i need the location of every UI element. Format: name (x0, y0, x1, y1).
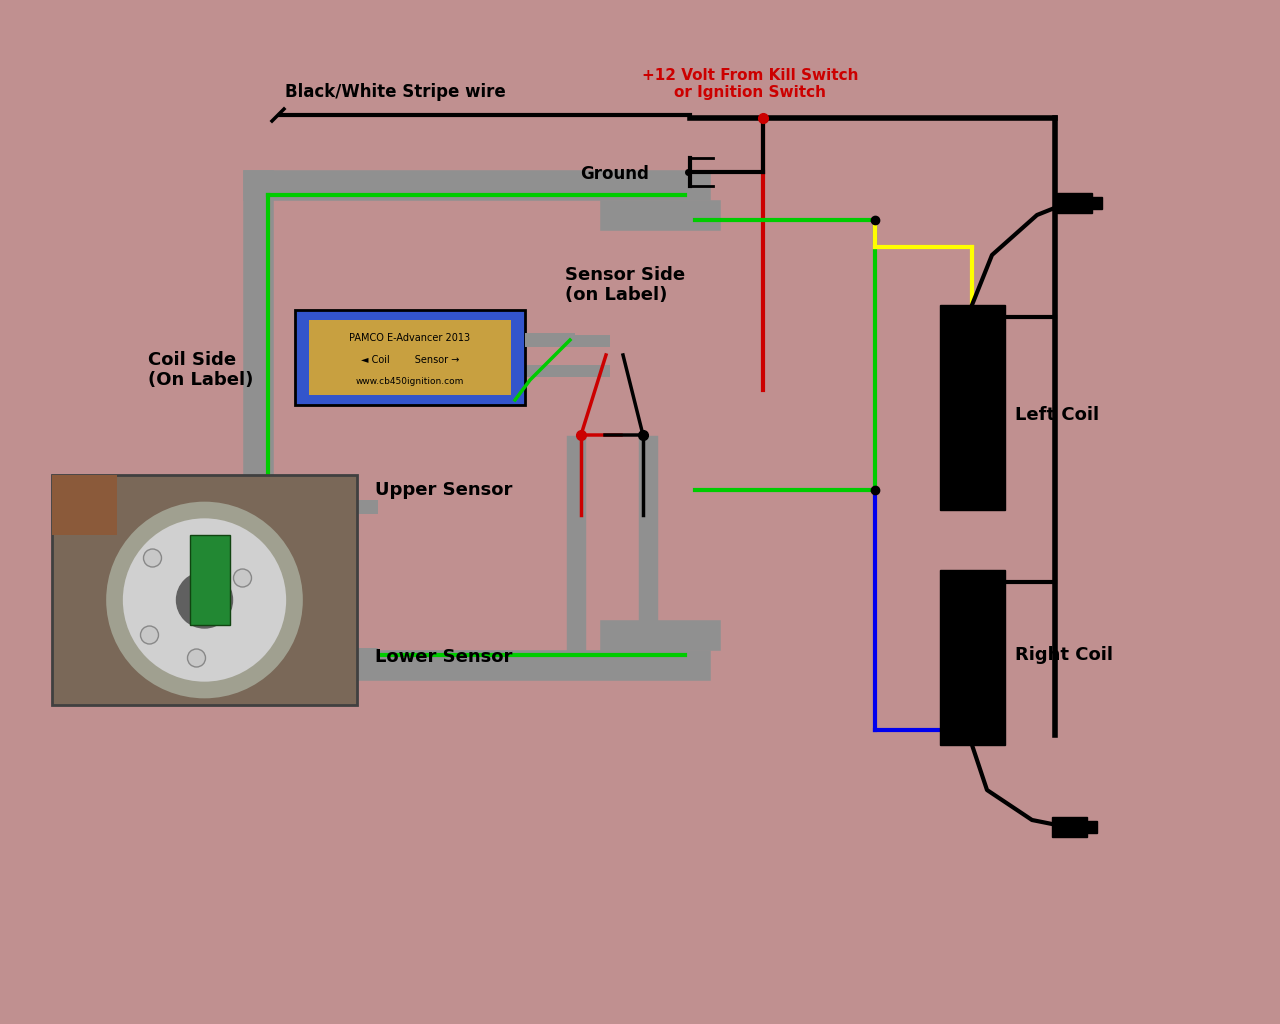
Bar (1091, 197, 1102, 209)
Text: Black/White Stripe wire: Black/White Stripe wire (285, 83, 506, 101)
Text: Upper Sensor: Upper Sensor (375, 481, 512, 499)
Bar (294, 310, 525, 406)
Bar (52, 475, 116, 535)
Circle shape (187, 649, 206, 667)
Bar (1085, 821, 1097, 833)
Text: Sensor Side
(on Label): Sensor Side (on Label) (564, 265, 685, 304)
Circle shape (114, 510, 294, 690)
Bar (308, 319, 511, 395)
Text: ◄ Coil        Sensor →: ◄ Coil Sensor → (361, 355, 460, 365)
Text: Lower Sensor: Lower Sensor (375, 648, 512, 666)
Bar (940, 570, 1005, 745)
Bar (189, 535, 229, 625)
Text: Right Coil: Right Coil (1015, 646, 1114, 664)
Text: www.cb450ignition.com: www.cb450ignition.com (356, 378, 465, 386)
Bar (259, 500, 378, 514)
Circle shape (143, 549, 161, 567)
Bar (259, 648, 378, 662)
Bar (525, 335, 611, 347)
Bar (525, 365, 611, 377)
Bar (1052, 817, 1087, 837)
Bar (940, 305, 1005, 510)
Text: Left Coil: Left Coil (1015, 406, 1100, 424)
Text: +12 Volt From Kill Switch
or Ignition Switch: +12 Volt From Kill Switch or Ignition Sw… (641, 68, 859, 100)
Text: Coil Side
(On Label): Coil Side (On Label) (148, 350, 253, 389)
Circle shape (141, 626, 159, 644)
Bar (1057, 193, 1092, 213)
Bar (52, 475, 357, 705)
Text: PAMCO E-Advancer 2013: PAMCO E-Advancer 2013 (349, 333, 471, 343)
Text: Ground: Ground (580, 165, 649, 183)
Bar (525, 333, 575, 347)
Circle shape (177, 572, 233, 628)
Circle shape (233, 569, 251, 587)
